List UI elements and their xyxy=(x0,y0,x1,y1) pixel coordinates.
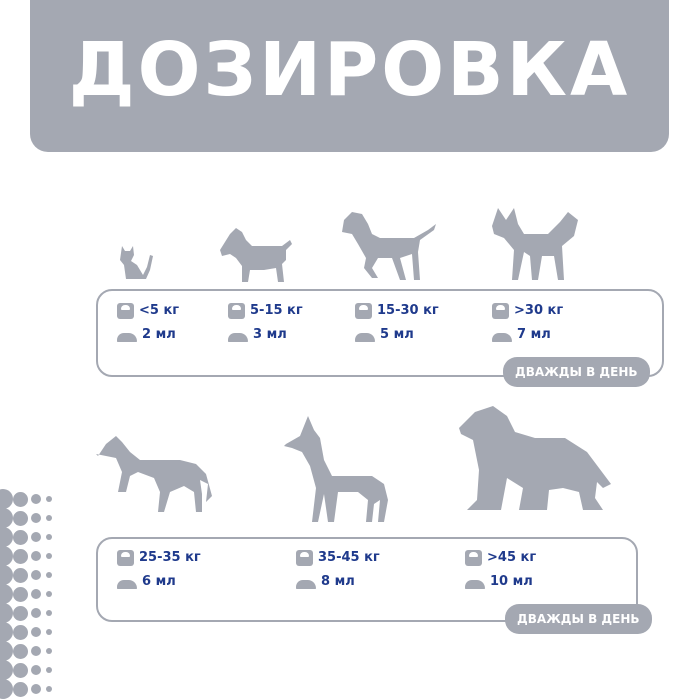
bowl-icon xyxy=(117,332,137,342)
dot xyxy=(46,686,52,692)
dot xyxy=(0,679,13,699)
dosage-panel-small xyxy=(96,289,664,377)
dosage-cell: >45 кг 10 мл xyxy=(465,550,536,590)
dot xyxy=(31,589,41,599)
cat-silhouette xyxy=(120,246,153,279)
scale-icon xyxy=(465,550,482,566)
dose-label: 2 мл xyxy=(142,327,176,342)
dot xyxy=(31,684,41,694)
great-dane-silhouette xyxy=(284,416,388,522)
weight-label: >30 кг xyxy=(514,303,564,318)
dot xyxy=(12,681,28,697)
weight-label: >45 кг xyxy=(487,550,537,565)
dot xyxy=(12,662,28,678)
dot xyxy=(12,624,28,640)
dot xyxy=(12,548,28,564)
dot xyxy=(0,603,13,623)
weight-label: <5 кг xyxy=(139,303,180,318)
dose-label: 7 мл xyxy=(517,327,551,342)
frequency-badge: ДВАЖДЫ В ДЕНЬ xyxy=(503,357,650,387)
schnauzer-silhouette xyxy=(220,228,292,282)
dot xyxy=(31,627,41,637)
scale-icon xyxy=(492,303,509,319)
dot xyxy=(0,527,13,547)
dosage-cell: <5 кг 2 мл xyxy=(117,303,179,343)
weight-label: 15-30 кг xyxy=(377,303,439,318)
dot xyxy=(12,605,28,621)
dose-label: 6 мл xyxy=(142,574,176,589)
dot xyxy=(0,508,13,528)
dosage-cell: >30 кг 7 мл xyxy=(492,303,563,343)
dose-label: 10 мл xyxy=(490,574,533,589)
dot xyxy=(46,572,52,578)
dot xyxy=(0,565,13,585)
dot xyxy=(46,610,52,616)
dot xyxy=(46,534,52,540)
scale-icon xyxy=(355,303,372,319)
dot xyxy=(0,584,13,604)
dot xyxy=(31,665,41,675)
dot xyxy=(12,529,28,545)
dot xyxy=(46,648,52,654)
bowl-icon xyxy=(465,579,485,589)
dot xyxy=(46,515,52,521)
dot xyxy=(46,496,52,502)
dosage-panel-large xyxy=(96,537,638,622)
staffordshire-silhouette xyxy=(96,436,212,512)
pointer-silhouette xyxy=(342,212,436,280)
scale-icon xyxy=(117,550,134,566)
bowl-icon xyxy=(117,579,137,589)
bowl-icon xyxy=(355,332,375,342)
dosage-cell: 35-45 кг 8 мл xyxy=(296,550,380,590)
scale-icon xyxy=(117,303,134,319)
dot xyxy=(0,660,13,680)
weight-label: 5-15 кг xyxy=(250,303,303,318)
weight-label: 35-45 кг xyxy=(318,550,380,565)
dose-label: 5 мл xyxy=(380,327,414,342)
dot xyxy=(31,532,41,542)
header-banner: ДОЗИРОВКА xyxy=(30,0,669,152)
bowl-icon xyxy=(228,332,248,342)
dot xyxy=(12,510,28,526)
dot xyxy=(12,491,28,507)
frequency-badge: ДВАЖДЫ В ДЕНЬ xyxy=(505,604,652,634)
scale-icon xyxy=(296,550,313,566)
dose-label: 3 мл xyxy=(253,327,287,342)
dot xyxy=(12,586,28,602)
weight-label: 25-35 кг xyxy=(139,550,201,565)
dot xyxy=(46,667,52,673)
scale-icon xyxy=(228,303,245,319)
dot xyxy=(0,622,13,642)
dosage-cell: 5-15 кг 3 мл xyxy=(228,303,303,343)
dot xyxy=(0,546,13,566)
dot xyxy=(31,608,41,618)
page-title: ДОЗИРОВКА xyxy=(68,27,631,113)
bowl-icon xyxy=(296,579,316,589)
dot xyxy=(0,489,13,509)
dot xyxy=(0,641,13,661)
bowl-icon xyxy=(492,332,512,342)
dot xyxy=(31,551,41,561)
dot xyxy=(31,494,41,504)
dot xyxy=(46,553,52,559)
dosage-cell: 25-35 кг 6 мл xyxy=(117,550,201,590)
dot xyxy=(46,629,52,635)
husky-silhouette xyxy=(492,208,578,280)
dot xyxy=(31,570,41,580)
dosage-cell: 15-30 кг 5 мл xyxy=(355,303,439,343)
dot xyxy=(12,567,28,583)
dot xyxy=(12,643,28,659)
dose-label: 8 мл xyxy=(321,574,355,589)
dot xyxy=(31,646,41,656)
dot xyxy=(31,513,41,523)
dot xyxy=(46,591,52,597)
newfoundland-silhouette xyxy=(459,406,611,510)
